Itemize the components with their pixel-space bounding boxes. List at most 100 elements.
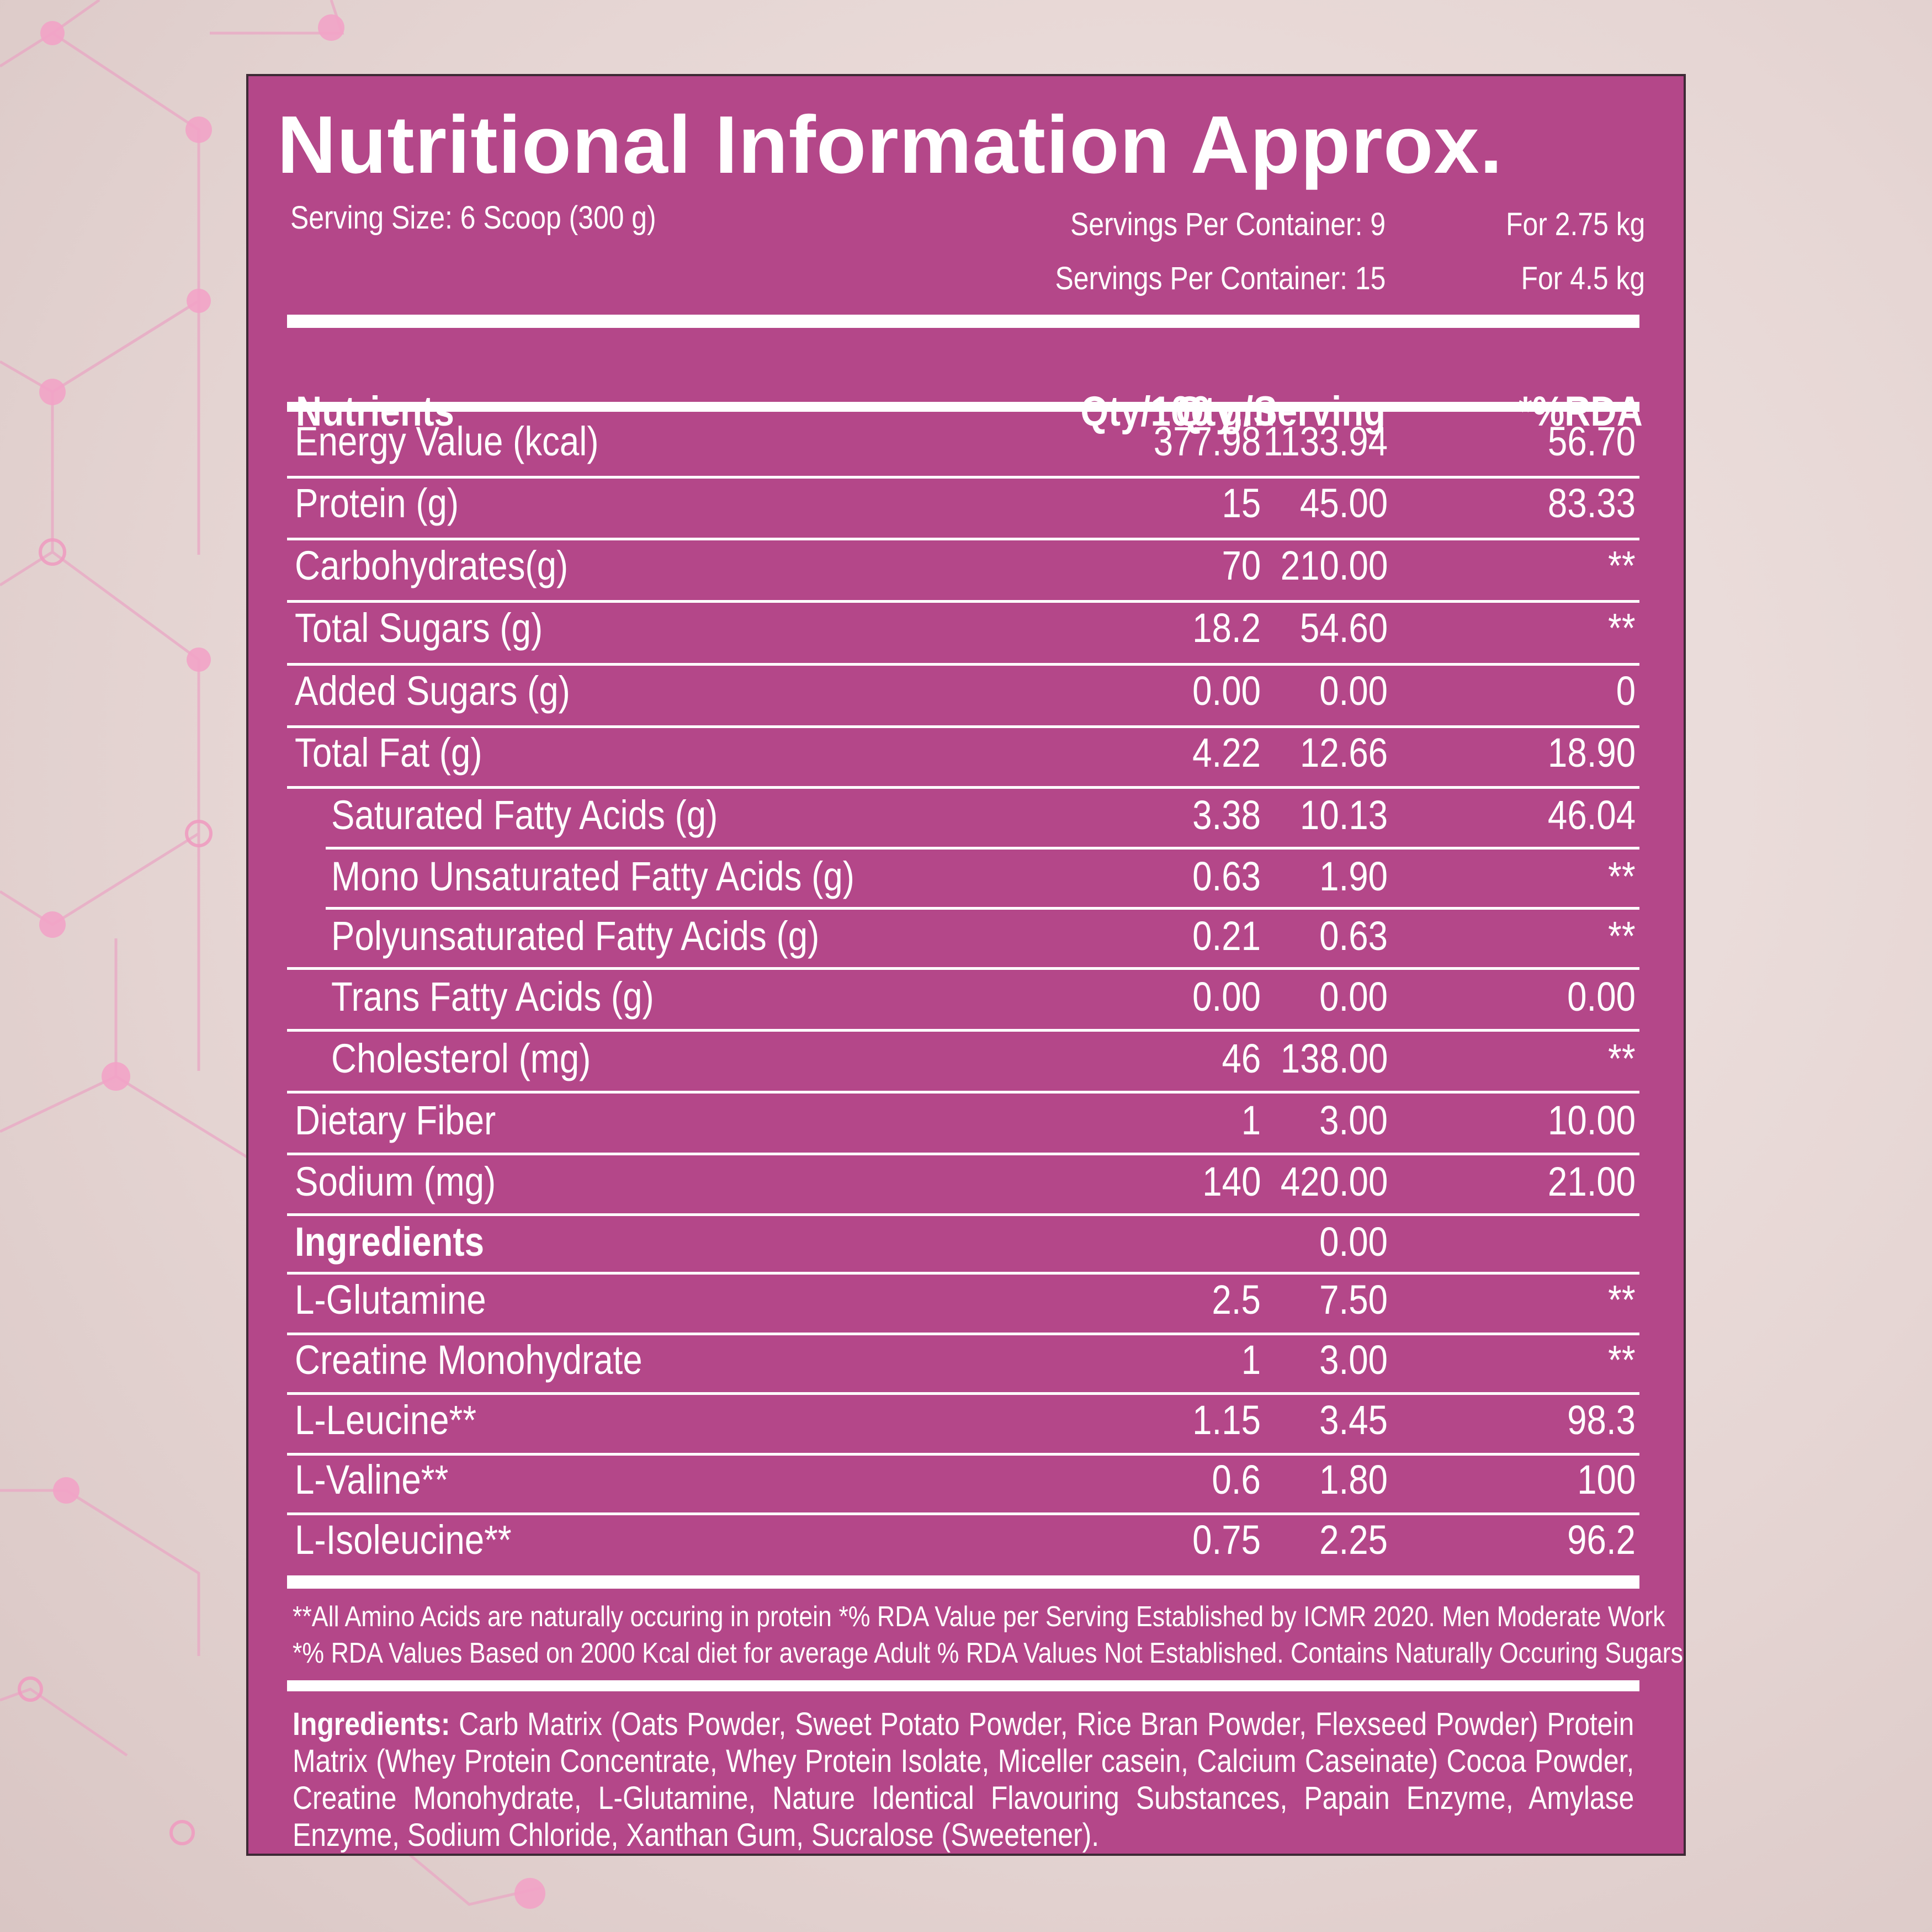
qty-per-100g: 15 [1222,480,1261,526]
table-row: Total Sugars (g) 18.2 54.60 ** [248,597,1688,659]
nutrient-name: Sodium (mg) [295,1159,496,1204]
row-divider [326,847,1639,850]
nutrient-name: Total Sugars (g) [295,605,543,651]
qty-per-serving: 7.50 [1319,1277,1388,1323]
row-divider [287,1029,1639,1032]
row-divider [287,1453,1639,1456]
row-divider [287,1091,1639,1094]
qty-per-100g: 0.21 [1192,913,1261,959]
row-divider [287,725,1639,728]
footnote-line: *% RDA Values Based on 2000 Kcal diet fo… [293,1637,1683,1669]
qty-per-100g: 1 [1241,1337,1261,1383]
table-row: L-Valine** 0.6 1.80 100 [248,1449,1688,1511]
footnotes: **All Amino Acids are naturally occuring… [293,1599,1909,1671]
table-row: L-Isoleucine** 0.75 2.25 96.2 [248,1509,1688,1571]
nutrient-name: Added Sugars (g) [295,668,570,714]
table-row: Cholesterol (mg) 46 138.00 ** [248,1028,1688,1090]
row-divider [287,1333,1639,1335]
qty-per-serving: 0.00 [1319,668,1388,714]
qty-per-100g: 1 [1241,1097,1261,1143]
qty-per-serving: 12.66 [1299,730,1388,776]
rda-percent: ** [1608,1337,1636,1383]
table-row: Mono Unsaturated Fatty Acids (g) 0.63 1.… [248,846,1688,907]
qty-per-100g: 70 [1222,543,1261,588]
rda-percent: ** [1608,543,1636,588]
ingredients-label: Ingredients: [293,1706,450,1742]
row-divider [287,1512,1639,1515]
rda-percent: 0 [1616,668,1636,714]
qty-per-serving: 3.00 [1319,1097,1388,1143]
qty-per-100g: 4.22 [1192,730,1261,776]
qty-per-serving: 54.60 [1299,605,1388,651]
qty-per-serving: 3.00 [1319,1337,1388,1383]
rda-percent: ** [1608,605,1636,651]
qty-per-100g: 46 [1222,1036,1261,1081]
table-row: Ingredients 0.00 [248,1211,1688,1273]
qty-per-serving: 1133.94 [1263,418,1388,464]
qty-per-100g: 0.00 [1192,974,1261,1020]
qty-per-100g: 0.6 [1212,1457,1261,1503]
nutrient-name: Creatine Monohydrate [295,1337,643,1383]
table-row: Total Fat (g) 4.22 12.66 18.90 [248,722,1688,784]
rda-percent: 21.00 [1547,1159,1636,1204]
qty-per-serving: 2.25 [1319,1517,1388,1563]
nutrient-name: Polyunsaturated Fatty Acids (g) [331,913,820,959]
rda-percent: 83.33 [1547,480,1636,526]
serving-size: Serving Size: 6 Scoop (300 g) [290,200,656,236]
qty-per-serving: 1.90 [1319,853,1388,899]
table-row: Creatine Monohydrate 1 3.00 ** [248,1329,1688,1391]
section-label: Ingredients [295,1219,485,1265]
ingredients-list: Carb Matrix (Oats Powder, Sweet Potato P… [293,1706,1634,1853]
pack-size: For 4.5 kg [1521,261,1645,296]
row-divider [287,600,1639,603]
rda-percent: 0.00 [1567,974,1636,1020]
row-divider [287,538,1639,540]
nutrient-name: Saturated Fatty Acids (g) [331,792,718,838]
table-row: Trans Fatty Acids (g) 0.00 0.00 0.00 [248,966,1688,1028]
qty-per-100g: 3.38 [1192,792,1261,838]
qty-per-serving: 0.00 [1319,974,1388,1020]
qty-per-serving: 10.13 [1299,792,1388,838]
qty-per-100g: 140 [1202,1159,1261,1204]
table-row: Sodium (mg) 140 420.00 21.00 [248,1151,1688,1213]
rda-percent: ** [1608,853,1636,899]
nutrient-name: L-Valine** [295,1457,449,1503]
qty-per-serving: 138.00 [1280,1036,1388,1081]
servings-per-container: Servings Per Container: 15 [1055,261,1386,296]
nutrient-name: Energy Value (kcal) [295,418,599,464]
ingredients-text: Ingredients: Carb Matrix (Oats Powder, S… [293,1706,1634,1854]
table-row: Polyunsaturated Fatty Acids (g) 0.21 0.6… [248,905,1688,967]
qty-per-serving: 0.00 [1319,1219,1388,1265]
table-row: Protein (g) 15 45.00 83.33 [248,473,1688,534]
table-row: Saturated Fatty Acids (g) 3.38 10.13 46.… [248,784,1688,846]
qty-per-100g: 1.15 [1192,1397,1261,1443]
rda-percent: ** [1608,1036,1636,1081]
page-title: Nutritional Information Approx. [277,99,1503,190]
nutrient-name: Cholesterol (mg) [331,1036,591,1081]
nutrient-name: Mono Unsaturated Fatty Acids (g) [331,853,854,899]
table-row: L-Leucine** 1.15 3.45 98.3 [248,1389,1688,1451]
qty-per-serving: 210.00 [1280,543,1388,588]
qty-per-serving: 0.63 [1319,913,1388,959]
qty-per-100g: 18.2 [1192,605,1261,651]
qty-per-serving: 3.45 [1319,1397,1388,1443]
table-row: L-Glutamine 2.5 7.50 ** [248,1269,1688,1331]
nutrient-name: L-Isoleucine** [295,1517,512,1563]
nutrient-name: Carbohydrates(g) [295,543,569,588]
row-divider [287,1392,1639,1395]
qty-per-100g: 0.75 [1192,1517,1261,1563]
nutrient-name: L-Glutamine [295,1277,486,1323]
rda-percent: 46.04 [1547,792,1636,838]
row-divider [287,476,1639,479]
qty-per-serving: 45.00 [1299,480,1388,526]
table-row: Dietary Fiber 1 3.00 10.00 [248,1090,1688,1151]
row-divider [287,1153,1639,1155]
rda-percent: ** [1608,1277,1636,1323]
table-row: Carbohydrates(g) 70 210.00 ** [248,535,1688,597]
nutrient-name: Total Fat (g) [295,730,482,776]
pack-size: For 2.75 kg [1505,206,1645,242]
divider-rule [287,1575,1639,1589]
qty-per-100g: 2.5 [1212,1277,1261,1323]
footnote-line: **All Amino Acids are naturally occuring… [293,1601,1665,1633]
